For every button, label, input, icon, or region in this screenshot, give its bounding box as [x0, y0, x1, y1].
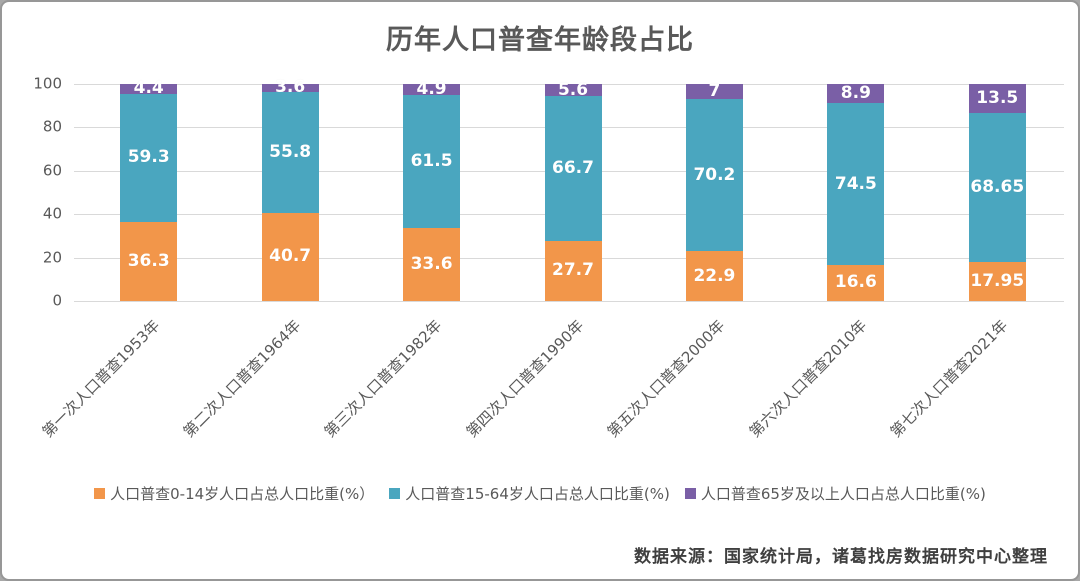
bar-segment-age-0-14: 40.7 — [261, 212, 319, 301]
legend-swatch-icon — [389, 488, 401, 499]
bar-value-label: 66.7 — [552, 158, 594, 179]
bar-value-label: 33.6 — [410, 254, 453, 275]
bar-value-label: 17.95 — [970, 271, 1025, 292]
bar-column-1: 36.3 59.3 4.4 — [120, 80, 178, 301]
bar-value-label: 40.7 — [269, 246, 312, 267]
legend-item-age-65-plus: 人口普查65岁及以上人口占总人口比重(%) — [684, 483, 986, 504]
bar-column-3: 33.6 61.5 4.9 — [403, 78, 461, 301]
bar-value-label: 74.5 — [834, 173, 877, 194]
bar-segment-age-15-64: 68.65 — [968, 113, 1026, 263]
bar-segment-age-15-64: 55.8 — [261, 91, 319, 213]
bar-column-7: 17.95 68.65 13.5 — [968, 84, 1026, 301]
bar-segment-age-0-14: 17.95 — [968, 262, 1026, 301]
legend-label: 人口普查15-64岁人口占总人口比重(%) — [405, 485, 670, 503]
legend: 人口普查0-14岁人口占总人口比重(%） 人口普查15-64岁人口占总人口比重(%… — [2, 483, 1078, 504]
bar-value-label: 36.3 — [127, 251, 170, 272]
bar-segment-age-65-plus: 4.9 — [403, 78, 461, 99]
bar-segment-age-65-plus: 4.4 — [120, 80, 178, 97]
bar-segment-age-15-64: 66.7 — [544, 96, 602, 241]
legend-item-age-15-64: 人口普查15-64岁人口占总人口比重(%) — [389, 483, 670, 504]
y-axis-tick-label: 100 — [33, 74, 62, 93]
bar-segment-age-65-plus: 5.6 — [544, 79, 602, 100]
x-axis-category-label: 第七次人口普查2021年 — [886, 316, 1012, 441]
bar-value-label: 70.2 — [693, 164, 736, 185]
bar-value-label: 68.65 — [970, 177, 1025, 198]
bar-segment-age-15-64: 61.5 — [403, 94, 461, 229]
bar-value-label: 16.6 — [834, 272, 877, 293]
legend-swatch-icon — [684, 488, 696, 499]
bar-segment-age-65-plus: 8.9 — [827, 83, 885, 104]
source-note: 数据来源：国家统计局，诸葛找房数据研究中心整理 — [634, 547, 1048, 566]
x-axis-category-label: 第二次人口普查1964年 — [179, 316, 305, 441]
y-axis-tick-label: 40 — [42, 204, 62, 223]
bar-value-label: 4.9 — [416, 78, 447, 99]
bar-value-label: 5.6 — [557, 79, 589, 100]
bar-value-label: 8.9 — [840, 83, 871, 104]
bar-segment-age-0-14: 33.6 — [403, 228, 461, 301]
bar-segment-age-15-64: 59.3 — [120, 93, 178, 223]
bar-value-label: 22.9 — [693, 265, 736, 286]
bar-column-5: 22.9 70.2 7 — [685, 81, 743, 301]
gridline — [74, 301, 1064, 302]
bar-value-label: 27.7 — [552, 260, 594, 281]
bar-segment-age-65-plus: 13.5 — [968, 84, 1026, 114]
legend-item-age-0-14: 人口普查0-14岁人口占总人口比重(%） — [94, 483, 374, 504]
bar-segment-age-0-14: 16.6 — [827, 264, 885, 301]
plot-area: 0 20 40 60 80 100 36.3 59.3 4.4 第一次人口普查1953年 40.7 5… — [33, 75, 1064, 441]
x-axis-category-label: 第五次人口普查2000年 — [603, 316, 729, 441]
bar-column-4: 27.7 66.7 5.6 — [544, 79, 602, 301]
bar-segment-age-65-plus: 7 — [685, 81, 743, 102]
x-axis-category-label: 第六次人口普查2010年 — [745, 316, 871, 441]
legend-label: 人口普查0-14岁人口占总人口比重(%） — [110, 485, 375, 503]
y-axis-tick-label: 80 — [42, 118, 62, 137]
y-axis-tick-label: 20 — [42, 248, 62, 267]
x-axis-category-label: 第四次人口普查1990年 — [462, 316, 588, 441]
bar-value-label: 13.5 — [976, 88, 1019, 109]
bar-value-label: 4.4 — [133, 78, 164, 99]
y-axis-tick-label: 0 — [52, 291, 62, 310]
bar-segment-age-0-14: 36.3 — [120, 222, 178, 301]
bar-column-6: 16.6 74.5 8.9 — [827, 83, 885, 301]
bar-value-label: 3.6 — [275, 77, 306, 98]
bar-column-2: 40.7 55.8 3.6 — [261, 79, 319, 301]
legend-swatch-icon — [94, 488, 106, 499]
bar-value-label: 59.3 — [127, 147, 170, 168]
bar-segment-age-0-14: 22.9 — [685, 251, 743, 301]
y-axis-tick-label: 60 — [42, 161, 62, 180]
bar-value-label: 7 — [708, 81, 721, 102]
x-axis-category-label: 第三次人口普查1982年 — [321, 316, 446, 441]
bar-value-label: 55.8 — [269, 141, 312, 162]
bar-segment-age-15-64: 70.2 — [685, 99, 743, 252]
legend-label: 人口普查65岁及以上人口占总人口比重(%) — [700, 485, 986, 503]
bar-segment-age-15-64: 74.5 — [827, 103, 885, 265]
bar-value-label: 61.5 — [410, 150, 453, 171]
bar-segment-age-0-14: 27.7 — [544, 240, 602, 301]
chart-title: 历年人口普查年龄段占比 — [386, 25, 694, 55]
bar-segment-age-65-plus: 3.6 — [261, 79, 319, 96]
x-axis-category-label: 第一次人口普查1953年 — [38, 316, 163, 441]
